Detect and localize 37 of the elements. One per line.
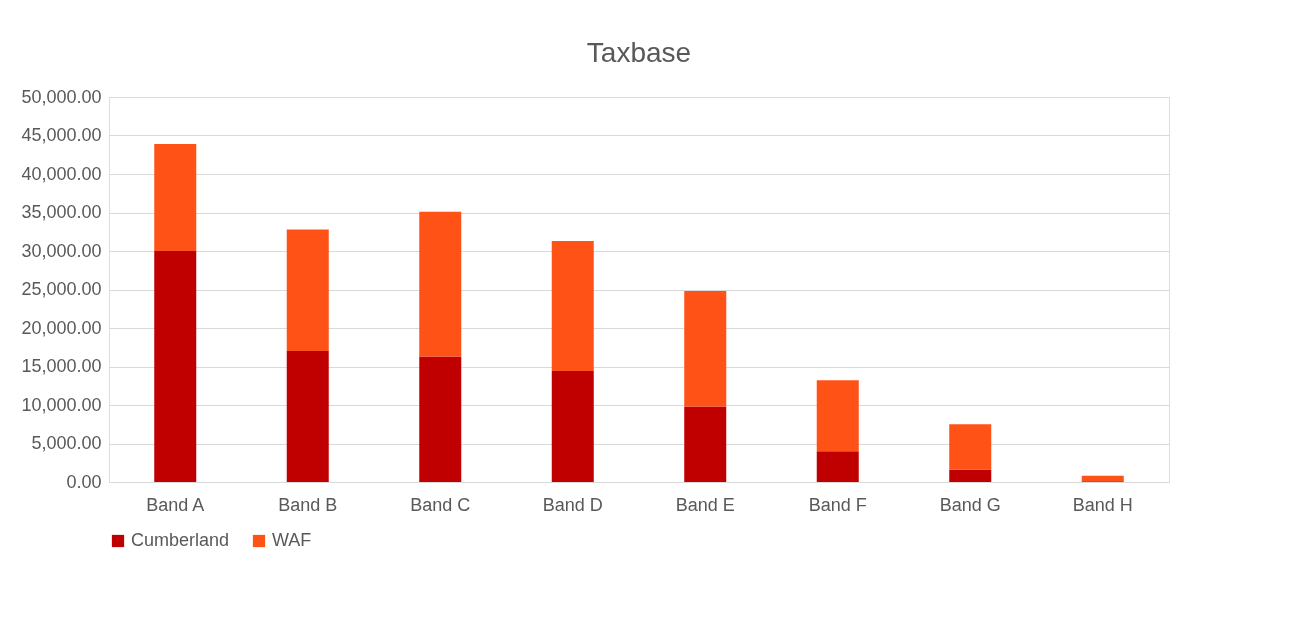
y-tick-label: 25,000.00 [21,279,102,299]
bar [551,240,594,372]
y-tick-label: 50,000.00 [21,86,102,107]
bar [684,406,727,482]
y-tick-label: 35,000.00 [21,202,102,222]
bar [419,211,462,357]
y-tick-label: 15,000.00 [21,356,102,376]
y-tick-label: 20,000.00 [21,317,102,338]
x-tick-label: Band D [542,494,603,515]
y-tick-label: 45,000.00 [21,125,102,145]
bar [419,356,462,482]
x-tick-label: Band A [146,494,205,515]
x-tick-label: Band B [278,494,338,515]
bar [816,380,859,452]
bar [1081,475,1124,482]
y-tick-label: 10,000.00 [21,394,102,415]
bar [154,143,197,251]
y-tick-label: 0.00 [66,471,102,492]
bar [154,251,197,482]
y-tick-label: 40,000.00 [21,163,102,184]
x-tick-label: Band E [675,494,735,515]
bar [286,229,329,352]
chart-title: Taxbase [586,37,692,68]
bar [949,469,992,482]
x-tick-label: Band F [808,494,867,515]
x-tick-label: Band G [939,494,1001,515]
x-tick-label: Band H [1072,494,1133,515]
y-tick-label: 5,000.00 [31,433,102,453]
legend-label: Cumberland [131,530,230,550]
bar [949,424,992,470]
bar [816,451,859,482]
legend-label: WAF [272,530,312,550]
x-tick-label: Band C [410,494,471,515]
bar [684,291,727,407]
bar [551,371,594,482]
bar [286,351,329,482]
y-tick-label: 30,000.00 [21,240,102,261]
